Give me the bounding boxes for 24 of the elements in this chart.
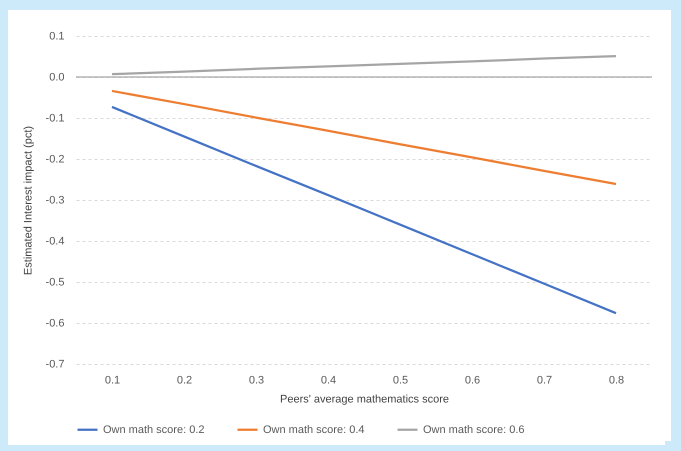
line-series (110, 106, 618, 314)
y-tick-label: -0.6 (46, 318, 64, 330)
x-tick-label: 0.2 (176, 374, 192, 386)
x-tick-label: 0.8 (608, 374, 624, 386)
y-tick-label: -0.1 (46, 112, 64, 124)
legend-label: Own math score: 0.4 (263, 424, 364, 436)
legend-label: Own math score: 0.6 (423, 424, 524, 436)
y-tick-label: -0.5 (46, 276, 64, 288)
x-tick-label: 0.4 (320, 374, 336, 386)
x-tick-label: 0.5 (392, 374, 408, 386)
y-tick-label: -0.4 (46, 236, 64, 248)
x-tick-label: 0.1 (104, 374, 120, 386)
x-tick-label: 0.7 (536, 374, 552, 386)
y-tick-label: -0.2 (46, 154, 64, 166)
y-tick-label: 0.0 (49, 72, 64, 84)
y-axis-title: Estimated Interest impact (pct) (22, 126, 35, 276)
y-tick-label: -0.7 (46, 358, 64, 370)
y-tick-label: -0.3 (46, 194, 64, 206)
x-tick-label: 0.6 (464, 374, 480, 386)
x-tick-label: 0.3 (248, 374, 264, 386)
y-tick-label: 0.1 (49, 30, 64, 42)
legend-label: Own math score: 0.2 (103, 424, 204, 436)
x-axis-title: Peers' average mathematics score (280, 394, 450, 406)
line-series (110, 90, 618, 186)
